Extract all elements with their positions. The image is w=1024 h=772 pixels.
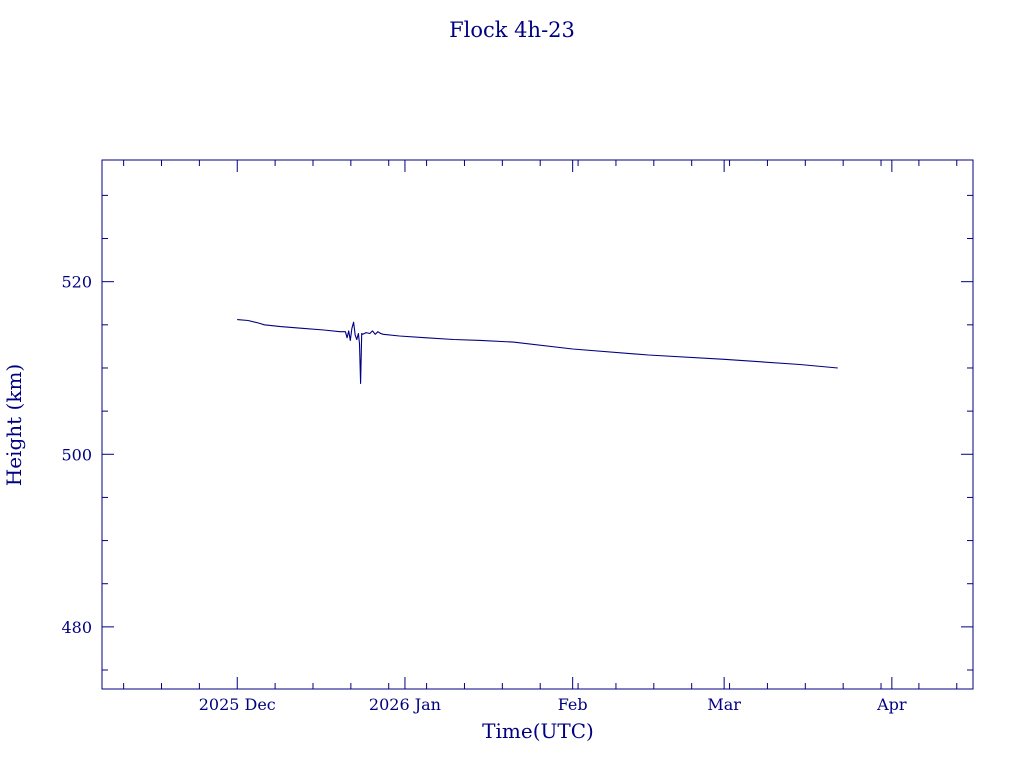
height-series-line	[237, 319, 838, 385]
y-tick-label: 500	[61, 445, 92, 464]
chart-title: Flock 4h-23	[449, 18, 575, 42]
plot-frame	[101, 159, 974, 690]
x-tick-label-group: 2025 Dec 2026 Jan Feb Mar Apr	[199, 695, 907, 714]
x-axis-label: Time(UTC)	[482, 719, 594, 743]
x-tick-group	[123, 160, 958, 689]
y-tick-label: 520	[61, 273, 92, 292]
y-tick-label: 480	[61, 618, 92, 637]
y-axis-label: Height (km)	[2, 364, 26, 486]
x-tick-label: 2026 Jan	[369, 695, 441, 714]
x-tick-label: Mar	[707, 695, 741, 714]
y-tick-label-group: 480 500 520	[61, 273, 92, 637]
series-group	[237, 319, 838, 385]
x-tick-label: Feb	[558, 695, 588, 714]
y-tick-group	[102, 194, 973, 671]
x-tick-label: Apr	[876, 695, 907, 714]
x-tick-label: 2025 Dec	[199, 695, 276, 714]
